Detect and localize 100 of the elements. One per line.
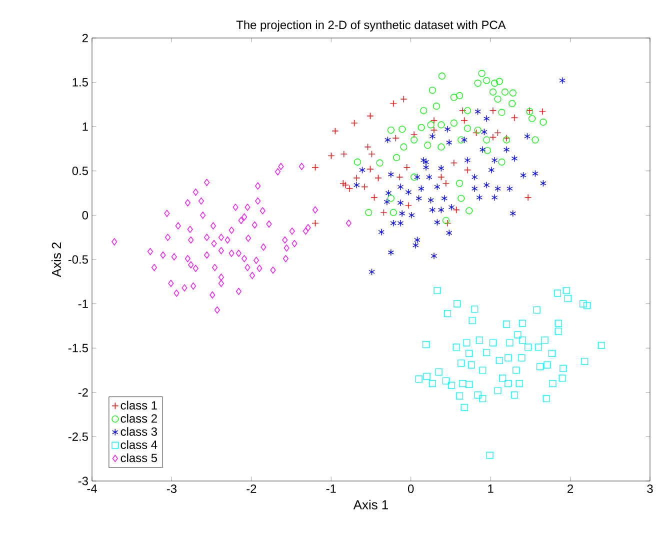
point [410,136,418,144]
point [496,78,503,85]
point [376,159,384,166]
point [483,136,490,144]
point [420,107,428,114]
point [361,183,368,190]
x-tick-label: 2 [568,484,574,493]
point [370,194,378,202]
point [368,150,376,158]
point [464,107,472,114]
point [508,100,516,108]
point [438,174,445,181]
point [483,76,490,84]
point [438,121,445,128]
x-tick-label: -3 [166,484,177,493]
point [354,158,361,166]
point [458,194,465,202]
point [428,86,436,94]
legend-label: class 3 [120,427,157,436]
legend-label: class 2 [120,414,157,423]
point [491,80,498,87]
point [509,89,516,96]
point [472,129,480,136]
point [458,136,465,144]
point [464,166,472,174]
x-tick-label: 1 [488,484,494,493]
point [410,174,418,181]
point [510,114,518,122]
point [478,70,486,77]
point [494,96,502,103]
point [438,72,446,80]
y-tick-label: 0.5 [72,166,88,176]
point [366,112,374,120]
y-tick-label: 0 [82,210,88,220]
x-tick-label: -4 [87,484,97,493]
point [489,88,497,96]
point [474,80,482,87]
y-axis-title: Axis 2 [52,242,62,278]
point [364,143,372,151]
y-tick-label: 2 [82,34,88,42]
point [398,126,406,133]
point [404,202,412,209]
x-tick-label: -1 [326,484,336,493]
y-tick-label: -0.5 [68,255,88,264]
point [392,154,400,162]
y-tick-label: 1 [82,122,88,131]
point [456,92,464,100]
point [424,142,432,149]
legend-label: class 5 [120,453,158,462]
point [390,100,397,108]
point [427,121,434,128]
point [400,96,408,103]
point [438,143,445,151]
point [332,127,339,135]
point [450,159,458,166]
point [430,126,438,134]
point [450,94,458,101]
point [366,166,374,173]
point [400,143,408,151]
point [312,220,319,227]
y-tick-label: -1 [78,300,88,308]
point [464,124,472,132]
point [528,115,536,122]
point [353,174,360,182]
point [489,134,497,141]
point [498,108,506,116]
point [328,152,335,160]
point [538,108,546,116]
point [489,107,497,114]
y-tick-label: 1.5 [72,78,88,86]
point [418,124,425,132]
point [350,120,358,127]
point [456,180,464,187]
point [387,194,394,202]
x-axis-title: Axis 1 [353,500,388,510]
point [442,180,450,187]
point [432,102,440,110]
point [403,164,410,171]
point [444,220,452,227]
point [484,146,491,154]
point [494,129,502,136]
point [312,164,319,171]
point [396,174,404,181]
point [442,216,450,224]
point [498,158,506,166]
legend-label: class 1 [120,400,157,410]
point [346,185,354,192]
point [390,208,397,216]
point [380,208,388,216]
point [460,116,468,124]
x-tick-label: 0 [408,484,414,493]
point [410,131,418,138]
y-tick-label: -2.5 [68,432,88,441]
point [452,206,460,214]
point [459,107,466,114]
point [474,126,482,134]
point [342,182,350,189]
point [340,150,348,158]
point [392,134,400,142]
legend-label: class 4 [120,440,158,449]
